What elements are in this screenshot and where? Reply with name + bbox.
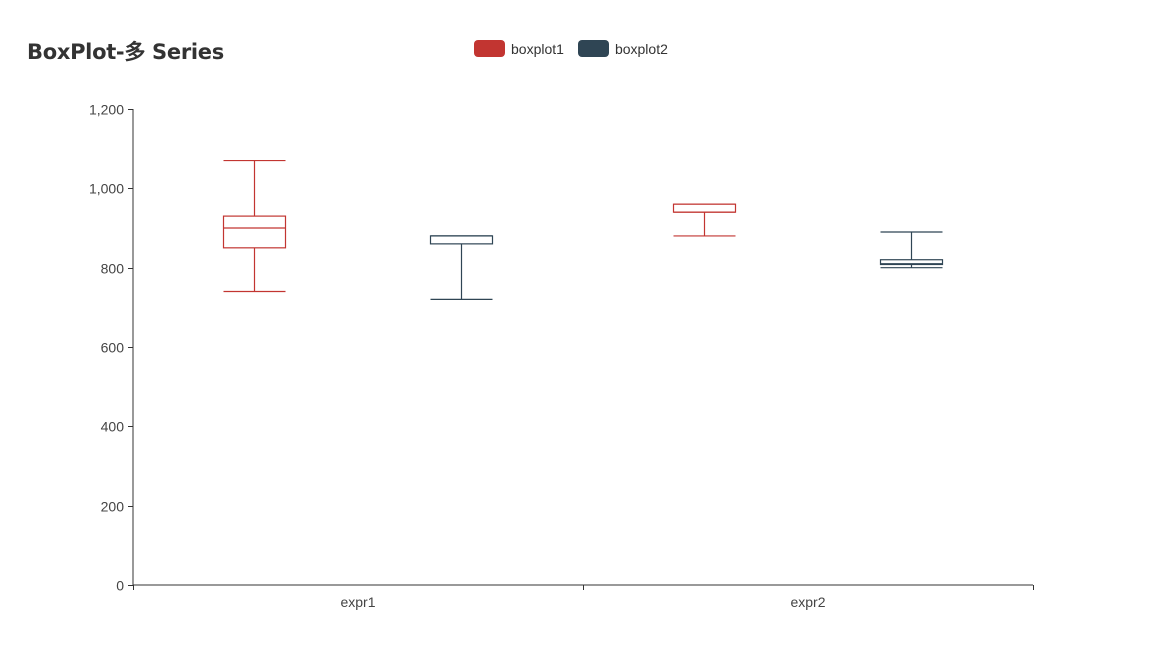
y-tick-label: 800	[101, 261, 125, 277]
legend-item-boxplot2[interactable]: boxplot2	[577, 40, 668, 57]
legend-swatch-boxplot2	[577, 40, 609, 57]
legend-item-boxplot1[interactable]: boxplot1	[474, 40, 564, 57]
iqr-box	[879, 259, 944, 266]
iqr-box	[672, 203, 737, 213]
y-tick-label: 400	[101, 419, 125, 435]
y-tick-label: 200	[101, 499, 125, 515]
y-tick-label: 1,000	[89, 181, 124, 197]
chart-title: BoxPlot-多 Series	[27, 40, 224, 64]
legend-swatch-boxplot1	[474, 40, 505, 57]
y-tick-label: 600	[101, 340, 125, 356]
box-boxplot1-expr1[interactable]	[222, 159, 287, 293]
box-boxplot2-expr1[interactable]	[429, 235, 494, 300]
iqr-box	[222, 215, 287, 249]
iqr-box	[429, 235, 494, 245]
legend: boxplot1 boxplot2	[474, 40, 682, 57]
legend-label-boxplot1: boxplot1	[511, 40, 564, 57]
x-tick-label: expr2	[790, 594, 825, 610]
x-tick-label: expr1	[340, 594, 375, 610]
box-boxplot1-expr2[interactable]	[672, 203, 737, 237]
box-boxplot2-expr2[interactable]	[879, 231, 944, 269]
y-tick-label: 1,200	[89, 102, 124, 118]
legend-label-boxplot2: boxplot2	[614, 40, 668, 57]
y-tick-label: 0	[116, 578, 124, 594]
